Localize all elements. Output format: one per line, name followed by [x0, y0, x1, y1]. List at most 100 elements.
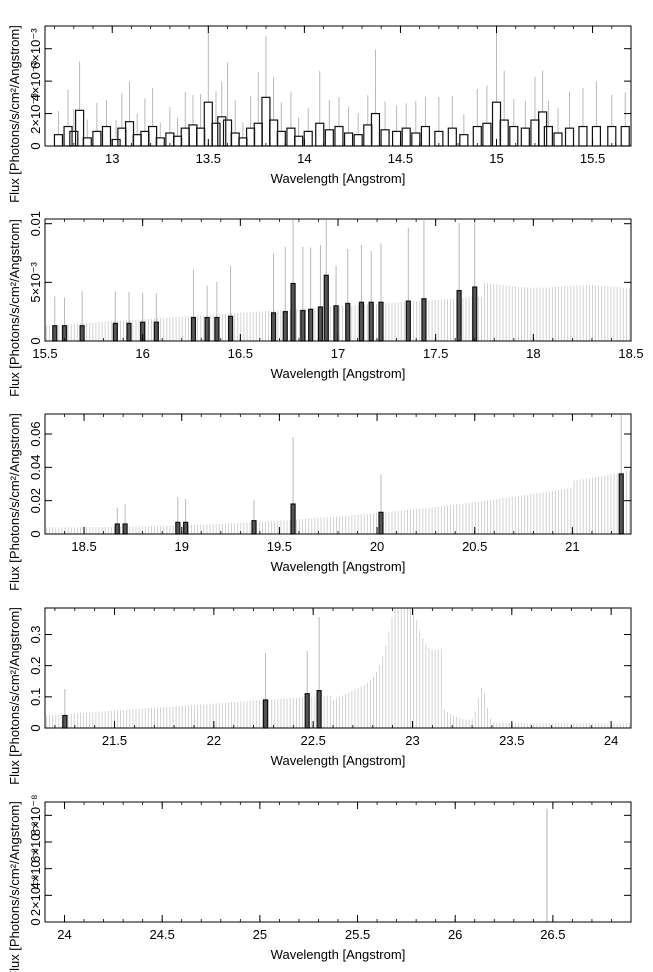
y-axis-title: Flux [Photons/s/cm²/Angstrom]	[7, 607, 22, 785]
data-bar	[378, 511, 384, 535]
data-bar	[52, 325, 58, 342]
x-tick-label: 22	[207, 733, 221, 748]
x-tick-label: 14.5	[388, 151, 413, 166]
x-tick-label: 14	[297, 151, 311, 166]
data-bar	[353, 134, 363, 147]
chart-panel-1: 13 13.5 14 14.5 15 15.5 0 2×10⁻³4×10⁻³6×10⁻³ Wav…	[7, 25, 632, 203]
data-bar	[447, 127, 457, 147]
data-bar	[190, 316, 197, 342]
data-bar	[227, 315, 234, 342]
x-tick-label: 22.5	[301, 733, 326, 748]
data-bar	[421, 298, 427, 342]
data-bar	[124, 121, 135, 147]
model-spectrum-4	[46, 608, 630, 728]
data-bar	[456, 289, 462, 342]
data-bar	[183, 521, 189, 535]
x-tick-label: 15	[489, 151, 503, 166]
x-tick-label: 13	[105, 151, 119, 166]
x-tick-label: 17.5	[423, 346, 448, 361]
data-bar	[117, 127, 127, 147]
data-bar	[543, 125, 553, 147]
plot-frame	[44, 801, 632, 923]
data-bar	[459, 134, 469, 147]
data-bar	[262, 699, 269, 729]
data-bar	[114, 523, 120, 535]
data-bar	[286, 127, 296, 147]
data-bar	[282, 311, 288, 342]
x-tick-label: 18	[526, 346, 540, 361]
data-bar	[294, 135, 304, 147]
data-bar	[140, 130, 150, 147]
x-tick-label: 15.5	[580, 151, 605, 166]
y-tick-label: 4×10⁻⁸	[28, 848, 43, 890]
data-bar	[618, 473, 624, 535]
data-bar	[530, 119, 540, 147]
y-tick-label: 0.04	[28, 455, 43, 480]
data-bar	[368, 301, 374, 342]
y-tick-label: 0.02	[28, 488, 43, 513]
data-bar	[53, 134, 64, 147]
y-tick-label: 0.06	[28, 421, 43, 446]
data-bar	[253, 122, 263, 147]
data-bar	[126, 322, 132, 342]
data-bar	[196, 127, 206, 147]
data-bar	[378, 301, 384, 342]
data-bar	[155, 137, 165, 147]
x-tick-label: 15.5	[32, 346, 57, 361]
x-tick-label: 21	[565, 539, 579, 554]
data-bar	[270, 312, 277, 342]
data-bar	[520, 127, 530, 147]
data-bar	[269, 119, 279, 147]
data-bar	[230, 132, 240, 147]
x-axis-title: Wavelength [Angstrom]	[271, 753, 406, 768]
x-tick-label: 24	[57, 927, 71, 942]
data-bar	[74, 109, 85, 147]
data-bar	[79, 325, 85, 342]
y-tick-label: 4×10⁻³	[28, 60, 43, 101]
plot-frame	[44, 607, 632, 729]
x-tick-label: 25	[253, 927, 267, 942]
data-bar	[211, 122, 221, 147]
chart-panel-5: 24 24.5 25 25.5 26 26.5 02×10⁻⁸4×10⁻⁸6×10⁻⁸8×1…	[7, 795, 632, 972]
data-bar	[214, 316, 220, 342]
data-bar	[153, 321, 159, 342]
data-bar	[392, 130, 402, 147]
data-bar	[112, 322, 118, 342]
x-tick-label: 16.5	[228, 346, 253, 361]
x-tick-label: 16	[135, 346, 149, 361]
plot-frame	[44, 25, 632, 147]
chart-panel-3: 18.5 19 19.5 20 20.5 21 0 0.02 0.04 0.06 Wavelengt…	[7, 413, 632, 591]
data-bar	[591, 125, 602, 147]
y-tick-label: 0.1	[28, 688, 43, 706]
data-bar	[251, 520, 257, 535]
data-bar	[290, 503, 296, 535]
data-bar	[578, 125, 588, 147]
data-bar	[122, 523, 128, 535]
y-tick-label: 0.2	[28, 657, 43, 675]
data-bar	[564, 127, 575, 147]
data-bar	[401, 127, 411, 147]
data-bar	[147, 125, 158, 147]
y-tick-label: 6×10⁻⁸	[28, 821, 43, 863]
data-bar	[553, 132, 563, 147]
x-tick-label: 25.5	[345, 927, 370, 942]
y-tick-label: 0	[28, 337, 43, 344]
data-bar	[111, 138, 121, 147]
data-bar	[334, 125, 344, 147]
data-bar	[411, 132, 421, 147]
data-bar	[499, 119, 509, 147]
x-tick-label: 23	[405, 733, 419, 748]
data-bar	[132, 134, 142, 147]
x-axis-title: Wavelength [Angstrom]	[271, 171, 406, 186]
data-bar	[300, 309, 306, 342]
data-bar	[482, 122, 492, 147]
x-tick-label: 23.5	[499, 733, 524, 748]
data-bar	[290, 282, 296, 342]
x-tick-label: 18.5	[618, 346, 643, 361]
y-tick-label: 0	[28, 142, 43, 149]
data-bar	[308, 308, 314, 342]
data-bar	[204, 316, 210, 342]
x-tick-label: 19	[174, 539, 188, 554]
y-tick-label: 8×10⁻⁸	[28, 795, 43, 837]
